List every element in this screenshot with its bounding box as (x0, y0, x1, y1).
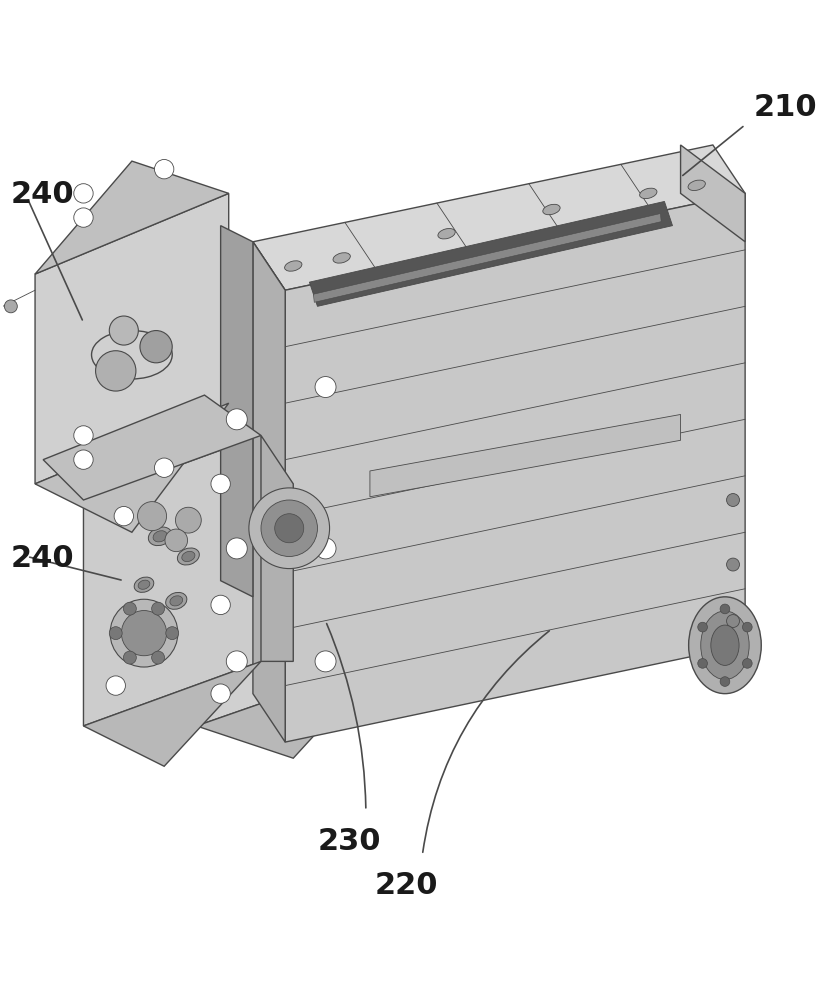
Polygon shape (382, 355, 406, 678)
Polygon shape (313, 214, 661, 302)
Text: 240: 240 (11, 544, 75, 573)
Circle shape (96, 351, 136, 391)
Circle shape (226, 409, 248, 430)
Circle shape (275, 514, 304, 543)
Polygon shape (253, 145, 745, 290)
Circle shape (140, 331, 172, 363)
Polygon shape (221, 226, 253, 597)
Circle shape (151, 602, 165, 615)
Polygon shape (83, 661, 261, 766)
Circle shape (74, 450, 93, 469)
Text: 210: 210 (753, 93, 817, 122)
Polygon shape (165, 314, 382, 419)
Circle shape (175, 507, 201, 533)
Circle shape (742, 659, 752, 668)
Ellipse shape (284, 261, 302, 271)
Circle shape (165, 529, 188, 552)
Ellipse shape (153, 531, 167, 542)
Circle shape (211, 684, 230, 703)
Ellipse shape (689, 597, 761, 694)
Polygon shape (253, 242, 285, 742)
Circle shape (155, 159, 174, 179)
Circle shape (74, 426, 93, 445)
Ellipse shape (438, 229, 455, 239)
Circle shape (114, 627, 134, 647)
Circle shape (155, 458, 174, 477)
Ellipse shape (711, 625, 739, 665)
Circle shape (110, 627, 122, 640)
Polygon shape (196, 355, 382, 726)
Polygon shape (253, 242, 285, 742)
Polygon shape (35, 193, 229, 484)
Circle shape (315, 651, 336, 672)
Text: 230: 230 (318, 827, 381, 856)
Circle shape (226, 651, 248, 672)
Polygon shape (681, 145, 745, 242)
Circle shape (211, 595, 230, 615)
Text: 240: 240 (11, 180, 75, 209)
Ellipse shape (688, 180, 706, 191)
Polygon shape (43, 395, 261, 500)
Ellipse shape (149, 527, 172, 546)
Ellipse shape (138, 580, 150, 589)
Circle shape (4, 300, 17, 313)
Ellipse shape (170, 596, 183, 606)
Circle shape (698, 622, 707, 632)
Ellipse shape (701, 611, 750, 680)
Polygon shape (309, 201, 672, 306)
Ellipse shape (177, 548, 199, 565)
Circle shape (124, 602, 136, 615)
Circle shape (110, 599, 178, 667)
Polygon shape (261, 435, 293, 661)
Circle shape (226, 538, 248, 559)
Polygon shape (83, 435, 261, 726)
Circle shape (106, 676, 125, 695)
Polygon shape (35, 161, 229, 274)
Circle shape (698, 659, 707, 668)
Circle shape (121, 611, 166, 656)
Circle shape (726, 558, 740, 571)
Polygon shape (370, 414, 681, 497)
Circle shape (720, 677, 730, 686)
Circle shape (726, 494, 740, 506)
Circle shape (165, 627, 179, 640)
Ellipse shape (640, 188, 657, 199)
Ellipse shape (182, 551, 195, 562)
Polygon shape (196, 661, 382, 758)
Text: 220: 220 (375, 871, 438, 900)
Circle shape (211, 474, 230, 494)
Ellipse shape (134, 577, 154, 592)
Circle shape (248, 488, 330, 569)
Circle shape (315, 377, 336, 398)
Polygon shape (285, 193, 745, 742)
Polygon shape (35, 403, 229, 532)
Circle shape (110, 316, 138, 345)
Circle shape (74, 184, 93, 203)
Circle shape (124, 651, 136, 664)
Circle shape (261, 500, 317, 556)
Circle shape (151, 651, 165, 664)
Circle shape (315, 538, 336, 559)
Circle shape (74, 208, 93, 227)
Circle shape (114, 506, 134, 526)
Ellipse shape (543, 204, 560, 215)
Circle shape (742, 622, 752, 632)
Ellipse shape (333, 253, 351, 263)
Ellipse shape (165, 592, 187, 609)
Circle shape (137, 502, 166, 531)
Circle shape (720, 604, 730, 614)
Circle shape (726, 615, 740, 627)
